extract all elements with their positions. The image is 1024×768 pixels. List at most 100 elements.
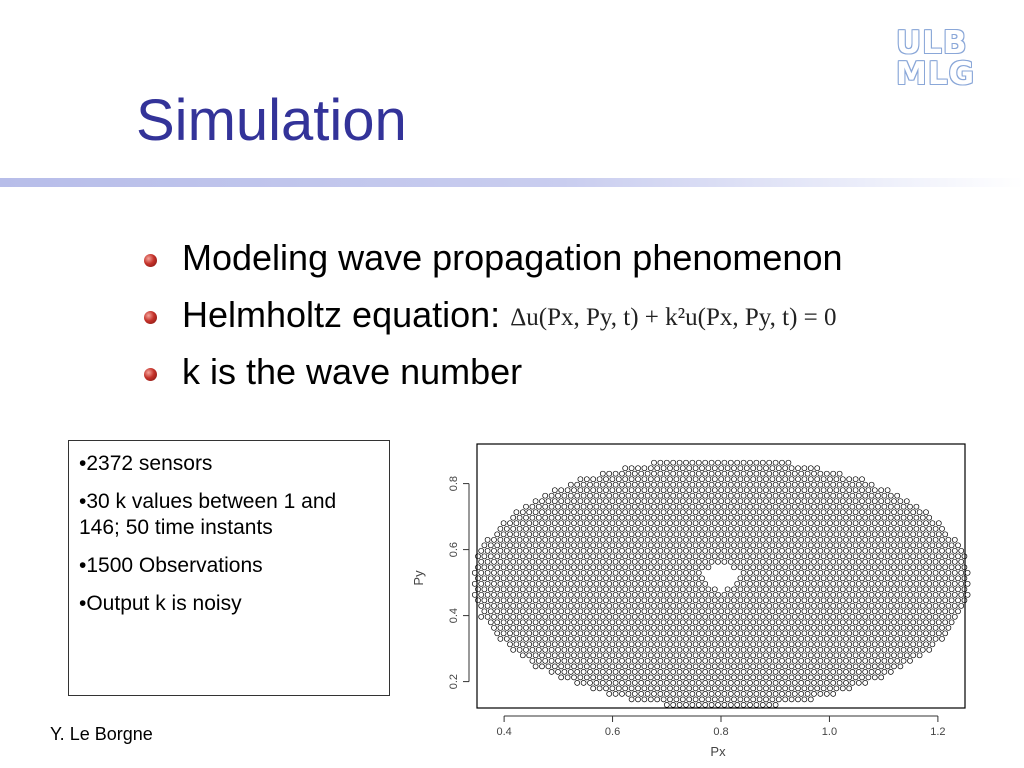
sensor-point bbox=[907, 514, 913, 521]
sensor-point bbox=[731, 685, 737, 692]
sensor-point bbox=[638, 669, 645, 675]
sensor-point bbox=[795, 674, 801, 681]
sensor-point bbox=[676, 613, 683, 620]
sensor-point bbox=[526, 586, 533, 593]
sensor-point bbox=[939, 591, 945, 598]
sensor-point bbox=[574, 635, 581, 642]
sensor-point bbox=[644, 580, 651, 587]
sensor-point bbox=[663, 536, 670, 543]
sensor-point bbox=[788, 564, 795, 571]
sensor-point bbox=[734, 492, 741, 499]
sensor-point bbox=[811, 602, 817, 609]
sensor-point bbox=[667, 630, 673, 637]
sensor-point bbox=[727, 669, 734, 675]
sensor-point bbox=[475, 575, 481, 582]
sensor-point bbox=[519, 619, 526, 626]
sensor-point bbox=[727, 525, 734, 532]
sensor-point bbox=[878, 564, 885, 571]
sensor-point bbox=[532, 641, 539, 648]
sensor-point bbox=[817, 657, 824, 664]
sensor-point bbox=[823, 536, 830, 543]
sensor-point bbox=[628, 641, 635, 648]
sensor-point bbox=[481, 542, 488, 549]
sensor-point bbox=[676, 646, 683, 653]
sensor-point bbox=[663, 569, 670, 576]
sensor-point bbox=[583, 608, 590, 615]
sensor-point bbox=[670, 591, 677, 598]
sensor-point bbox=[830, 558, 837, 565]
sensor-point bbox=[903, 564, 910, 571]
sensor-point bbox=[679, 696, 686, 703]
sensor-point bbox=[827, 575, 833, 582]
sensor-point bbox=[523, 635, 529, 642]
sensor-point bbox=[772, 635, 779, 642]
sensor-point bbox=[775, 652, 782, 659]
sensor-point bbox=[907, 635, 913, 642]
sensor-point bbox=[833, 509, 840, 516]
sensor-point bbox=[580, 635, 587, 642]
sensor-point bbox=[551, 531, 558, 538]
sensor-point bbox=[791, 669, 798, 675]
sensor-point bbox=[686, 498, 693, 505]
sensor-point bbox=[887, 646, 894, 653]
sensor-point bbox=[817, 558, 824, 565]
sensor-point bbox=[542, 492, 549, 499]
sensor-point bbox=[628, 597, 635, 604]
sensor-point bbox=[884, 487, 891, 494]
sensor-point bbox=[593, 635, 600, 642]
y-tick-label: 0.6 bbox=[448, 542, 460, 557]
sensor-point bbox=[545, 619, 552, 626]
sensor-point bbox=[718, 520, 725, 527]
sensor-point bbox=[644, 680, 651, 686]
sensor-point bbox=[708, 680, 715, 686]
sensor-point bbox=[839, 674, 846, 681]
sensor-point bbox=[718, 685, 725, 692]
sensor-point bbox=[609, 476, 616, 483]
sensor-point bbox=[743, 575, 750, 582]
sensor-point bbox=[567, 569, 574, 576]
sensor-point bbox=[503, 624, 510, 631]
sensor-point bbox=[932, 591, 939, 598]
sensor-point bbox=[539, 608, 545, 615]
sensor-point bbox=[471, 569, 478, 576]
sensor-point bbox=[862, 569, 869, 576]
sensor-point bbox=[724, 498, 731, 505]
sensor-point bbox=[833, 608, 840, 615]
sensor-point bbox=[503, 536, 510, 543]
sensor-point bbox=[750, 597, 757, 604]
sensor-point bbox=[516, 525, 523, 532]
sensor-point bbox=[539, 663, 545, 670]
sensor-point bbox=[679, 685, 686, 692]
sensor-point bbox=[910, 564, 917, 571]
x-tick-label: 0.8 bbox=[713, 726, 728, 738]
sensor-point bbox=[702, 602, 709, 609]
sensor-point bbox=[814, 674, 821, 681]
sensor-point bbox=[734, 613, 741, 620]
sensor-point bbox=[603, 597, 609, 604]
sensor-point bbox=[785, 624, 792, 631]
sensor-point bbox=[903, 520, 910, 527]
sensor-point bbox=[900, 503, 907, 510]
sensor-point bbox=[523, 591, 529, 598]
sensor-point bbox=[513, 608, 520, 615]
sensor-point bbox=[852, 652, 859, 659]
sensor-point bbox=[628, 663, 635, 670]
sensor-point bbox=[865, 608, 872, 615]
sensor-point bbox=[542, 525, 549, 532]
sensor-point bbox=[481, 597, 488, 604]
sensor-point bbox=[711, 520, 718, 527]
sensor-point bbox=[603, 531, 609, 538]
sensor-point bbox=[529, 558, 536, 565]
sensor-point bbox=[923, 542, 929, 549]
sensor-point bbox=[913, 569, 920, 576]
sensor-point bbox=[916, 586, 923, 593]
sensor-point bbox=[903, 575, 910, 582]
sensor-point bbox=[791, 514, 798, 521]
sensor-point bbox=[900, 657, 907, 664]
title-divider bbox=[0, 178, 1024, 187]
sensor-point bbox=[798, 646, 805, 653]
sensor-point bbox=[679, 663, 686, 670]
sensor-point bbox=[788, 586, 795, 593]
sensor-point bbox=[705, 531, 712, 538]
sensor-point bbox=[903, 641, 910, 648]
